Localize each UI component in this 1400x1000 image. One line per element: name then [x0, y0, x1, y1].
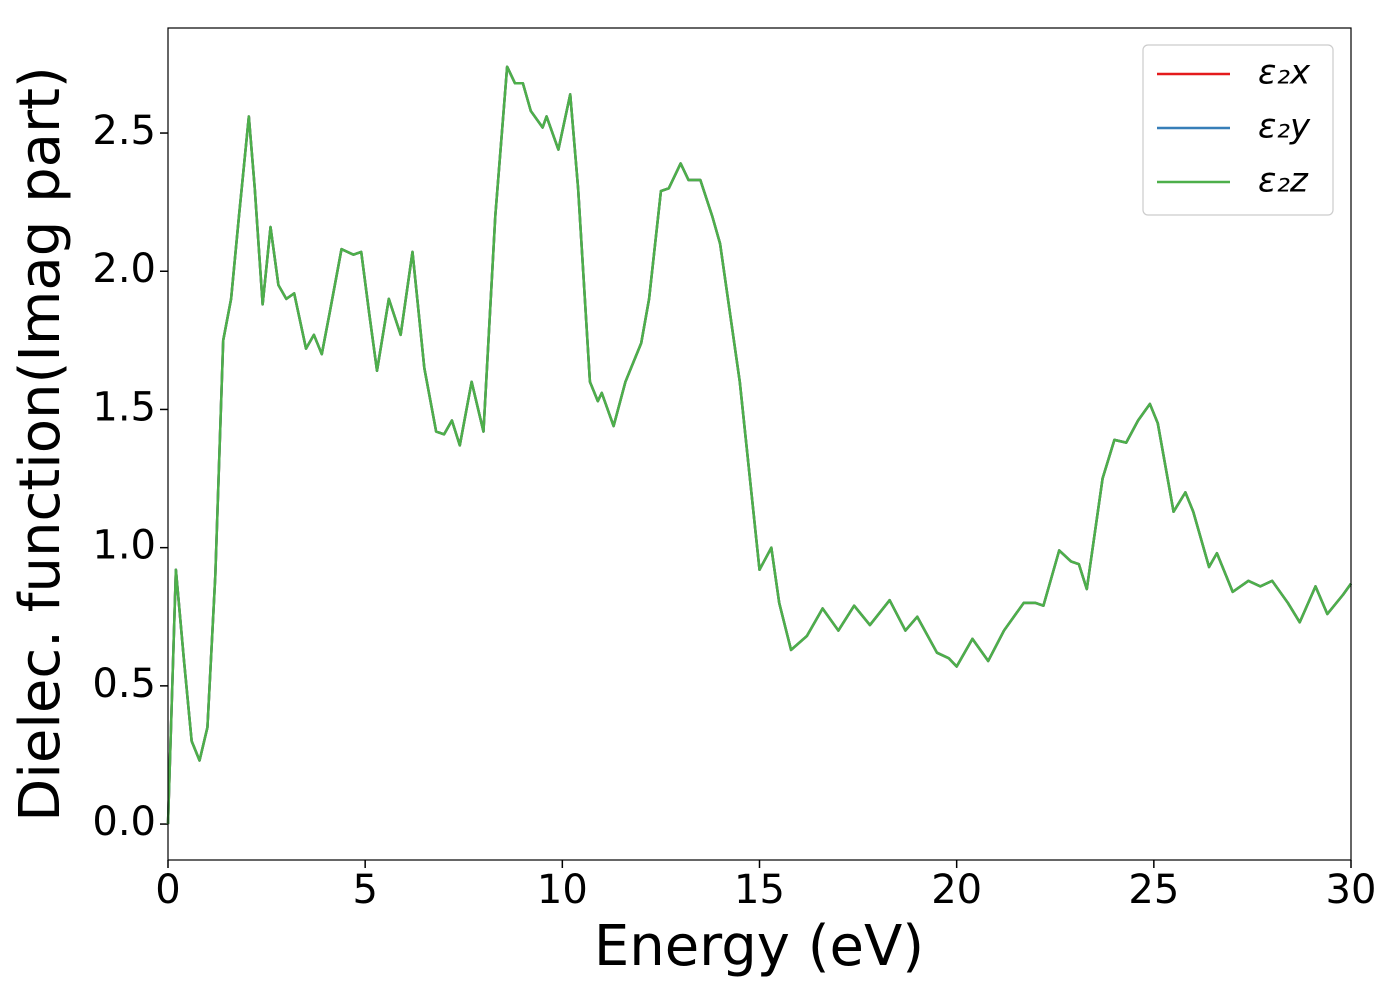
x-tick-label: 20: [931, 867, 982, 913]
legend-label: ε₂z: [1258, 161, 1309, 201]
y-tick-label: 0.0: [92, 799, 156, 845]
y-tick-label: 2.0: [92, 246, 156, 292]
legend-label: ε₂x: [1258, 53, 1311, 93]
y-tick-label: 2.5: [92, 108, 156, 154]
legend-box: [1142, 44, 1334, 216]
x-tick-label: 30: [1326, 867, 1377, 913]
x-tick-label: 0: [155, 867, 180, 913]
x-tick-label: 5: [352, 867, 377, 913]
x-tick-label: 15: [734, 867, 785, 913]
x-tick-label: 10: [537, 867, 588, 913]
x-tick-label: 25: [1128, 867, 1179, 913]
y-tick-label: 1.5: [92, 384, 156, 430]
y-tick-label: 0.5: [92, 661, 156, 707]
legend-label: ε₂y: [1258, 107, 1311, 147]
x-axis-label: Energy (eV): [594, 914, 924, 979]
series-line: [166, 65, 1353, 825]
plot-frame: [167, 27, 1352, 861]
y-tick-label: 1.0: [92, 523, 156, 569]
y-axis-label: Dielec. function(Imag part): [8, 66, 73, 822]
